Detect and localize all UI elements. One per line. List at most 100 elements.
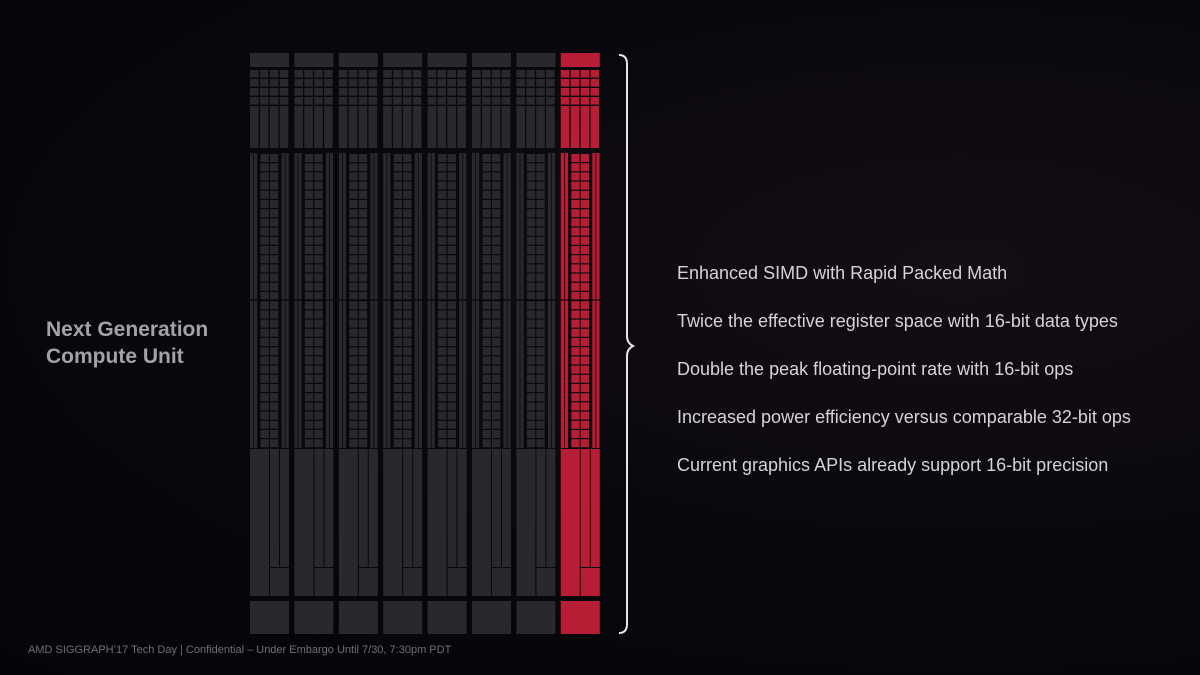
- alu-cell: [447, 338, 456, 346]
- alu-cell: [492, 328, 501, 337]
- alu-cell: [526, 402, 536, 411]
- alu-cell: [526, 384, 536, 392]
- alu-cell: [571, 365, 580, 374]
- alu-cell: [358, 338, 368, 346]
- alu-cell: [492, 356, 501, 365]
- alu-cell: [526, 393, 536, 402]
- alu-cell: [349, 227, 358, 236]
- alu-cell: [349, 338, 358, 346]
- alu-cell: [358, 292, 368, 300]
- register-cell: [358, 88, 368, 96]
- alu-cell: [260, 420, 269, 429]
- register-cell: [427, 79, 437, 87]
- alu-cell: [314, 200, 323, 208]
- bottom-bar: [546, 449, 556, 567]
- alu-cell: [260, 319, 269, 328]
- alu-cell: [571, 430, 580, 438]
- alu-cell: [270, 439, 279, 448]
- alu-cell: [349, 439, 358, 448]
- register-cell: [491, 97, 501, 105]
- alu-cell: [526, 264, 536, 273]
- alu-cell: [526, 246, 536, 254]
- simd-column: [516, 53, 556, 634]
- register-cell: [269, 70, 279, 78]
- register-cell: [447, 88, 456, 96]
- column-header-block: [250, 53, 289, 67]
- register-cell: [457, 88, 466, 96]
- alu-cell: [260, 347, 269, 356]
- column-header-block: [516, 53, 556, 67]
- alu-cell: [393, 163, 402, 172]
- alu-cell: [358, 402, 368, 411]
- register-cell: [491, 79, 501, 87]
- bottom-block: [294, 449, 314, 596]
- alu-cell: [260, 374, 269, 383]
- footer-block: [427, 601, 467, 634]
- alu-cell: [482, 374, 491, 383]
- alu-cell: [438, 384, 447, 392]
- alu-cell: [393, 172, 402, 181]
- alu-cell: [580, 172, 590, 181]
- register-cell: [294, 88, 303, 96]
- alu-cell: [304, 154, 314, 162]
- bottom-block: [427, 449, 447, 596]
- alu-cell: [314, 319, 323, 328]
- register-cell: [546, 79, 555, 87]
- alu-cell: [314, 181, 323, 190]
- alu-cell: [580, 347, 590, 356]
- alu-cell: [314, 236, 323, 245]
- register-cell: [250, 97, 259, 105]
- alu-cell: [270, 200, 279, 208]
- alu-cell: [403, 181, 412, 190]
- slide-title: Next Generation Compute Unit: [46, 316, 208, 370]
- alu-cell: [260, 227, 269, 236]
- lane-bar: [294, 106, 303, 148]
- alu-cell: [536, 374, 545, 383]
- alu-cell: [526, 282, 536, 291]
- bottom-block: [560, 449, 580, 596]
- register-cell: [412, 79, 422, 87]
- alu-cell: [358, 255, 368, 264]
- alu-cell: [492, 347, 501, 356]
- alu-cell: [447, 181, 456, 190]
- alu-cell: [403, 236, 412, 245]
- alu-cell: [349, 393, 358, 402]
- alu-cell: [314, 154, 323, 162]
- alu-cell: [492, 227, 501, 236]
- register-cell: [304, 88, 313, 96]
- alu-cell: [526, 236, 536, 245]
- alu-cell: [482, 384, 491, 392]
- alu-cell: [304, 430, 314, 438]
- alu-cell: [260, 338, 269, 346]
- alu-cell: [270, 181, 279, 190]
- alu-cell: [438, 282, 447, 291]
- alu-cell: [447, 402, 456, 411]
- alu-cell: [393, 236, 402, 245]
- section-divider: [338, 299, 378, 301]
- alu-cell: [580, 190, 590, 199]
- alu-cell: [270, 209, 279, 218]
- alu-cell: [526, 356, 536, 365]
- alu-cell: [349, 292, 358, 300]
- alu-cell: [349, 154, 358, 162]
- highlighted-simd-column: [560, 53, 600, 634]
- register-cell: [314, 79, 323, 87]
- lane-bar: [457, 106, 466, 148]
- alu-cell: [403, 328, 412, 337]
- lane-bar: [368, 106, 378, 148]
- alu-cell: [482, 402, 491, 411]
- register-cell: [393, 70, 402, 78]
- alu-cell: [492, 310, 501, 319]
- register-cell: [324, 79, 333, 87]
- alu-cell: [304, 255, 314, 264]
- alu-cell: [526, 227, 536, 236]
- footer-block: [383, 601, 423, 634]
- alu-cell: [438, 328, 447, 337]
- alu-cell: [438, 374, 447, 383]
- alu-cell: [260, 264, 269, 273]
- alu-cell: [580, 255, 590, 264]
- alu-cell: [536, 190, 545, 199]
- alu-cell: [447, 282, 456, 291]
- register-cell: [279, 97, 289, 105]
- register-cell: [358, 97, 368, 105]
